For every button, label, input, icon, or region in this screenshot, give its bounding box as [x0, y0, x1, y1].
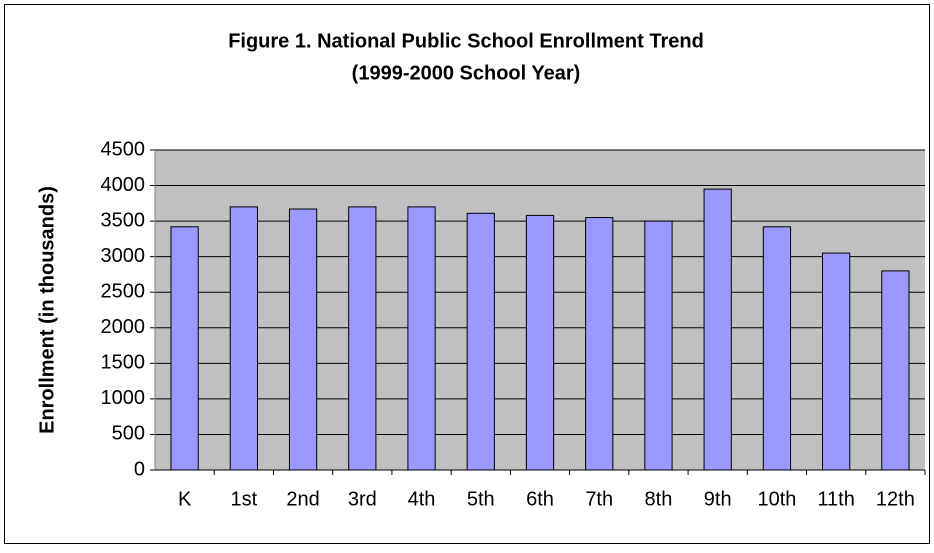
x-tick-label: 3rd [348, 488, 377, 510]
x-tick-label: 2nd [286, 488, 319, 510]
bar [762, 226, 792, 471]
y-tick-label: 500 [112, 423, 145, 445]
y-tick-label: 3500 [101, 209, 146, 231]
bar [703, 188, 732, 471]
bar [170, 226, 199, 471]
x-tick-label: 7th [585, 488, 613, 510]
y-tick-label: 1000 [101, 387, 146, 409]
y-tick-label: 1500 [101, 352, 146, 374]
bar [466, 212, 495, 471]
x-tick-label: 11th [817, 488, 854, 510]
bar [348, 206, 377, 471]
bar [644, 220, 673, 471]
bar [822, 252, 851, 471]
x-tick-label: 12th [876, 488, 915, 510]
x-tick-label: 4th [408, 488, 436, 510]
y-tick-label: 4500 [101, 138, 146, 160]
chart-subtitle: (1999-2000 School Year) [352, 62, 581, 84]
bar [229, 206, 258, 471]
chart-title: Figure 1. National Public School Enrollm… [228, 30, 704, 52]
x-tick-label: 9th [704, 488, 732, 510]
y-axis-label: Enrollment (in thousands) [36, 186, 58, 434]
bar [288, 208, 318, 471]
bar [585, 217, 614, 471]
y-tick-label: 0 [134, 458, 145, 480]
x-tick-label: 6th [526, 488, 554, 510]
x-tick-label: 1st [231, 488, 258, 510]
y-tick-label: 2000 [101, 316, 146, 338]
x-tick-label: 10th [757, 488, 796, 510]
bar [881, 270, 910, 471]
bar [407, 206, 436, 471]
x-tick-label: 5th [467, 488, 495, 510]
y-tick-label: 3000 [101, 245, 146, 267]
x-tick-label: K [178, 488, 192, 510]
y-tick-label: 4000 [101, 174, 146, 196]
bar [525, 214, 555, 471]
y-tick-label: 2500 [101, 281, 146, 303]
x-tick-label: 8th [645, 488, 673, 510]
